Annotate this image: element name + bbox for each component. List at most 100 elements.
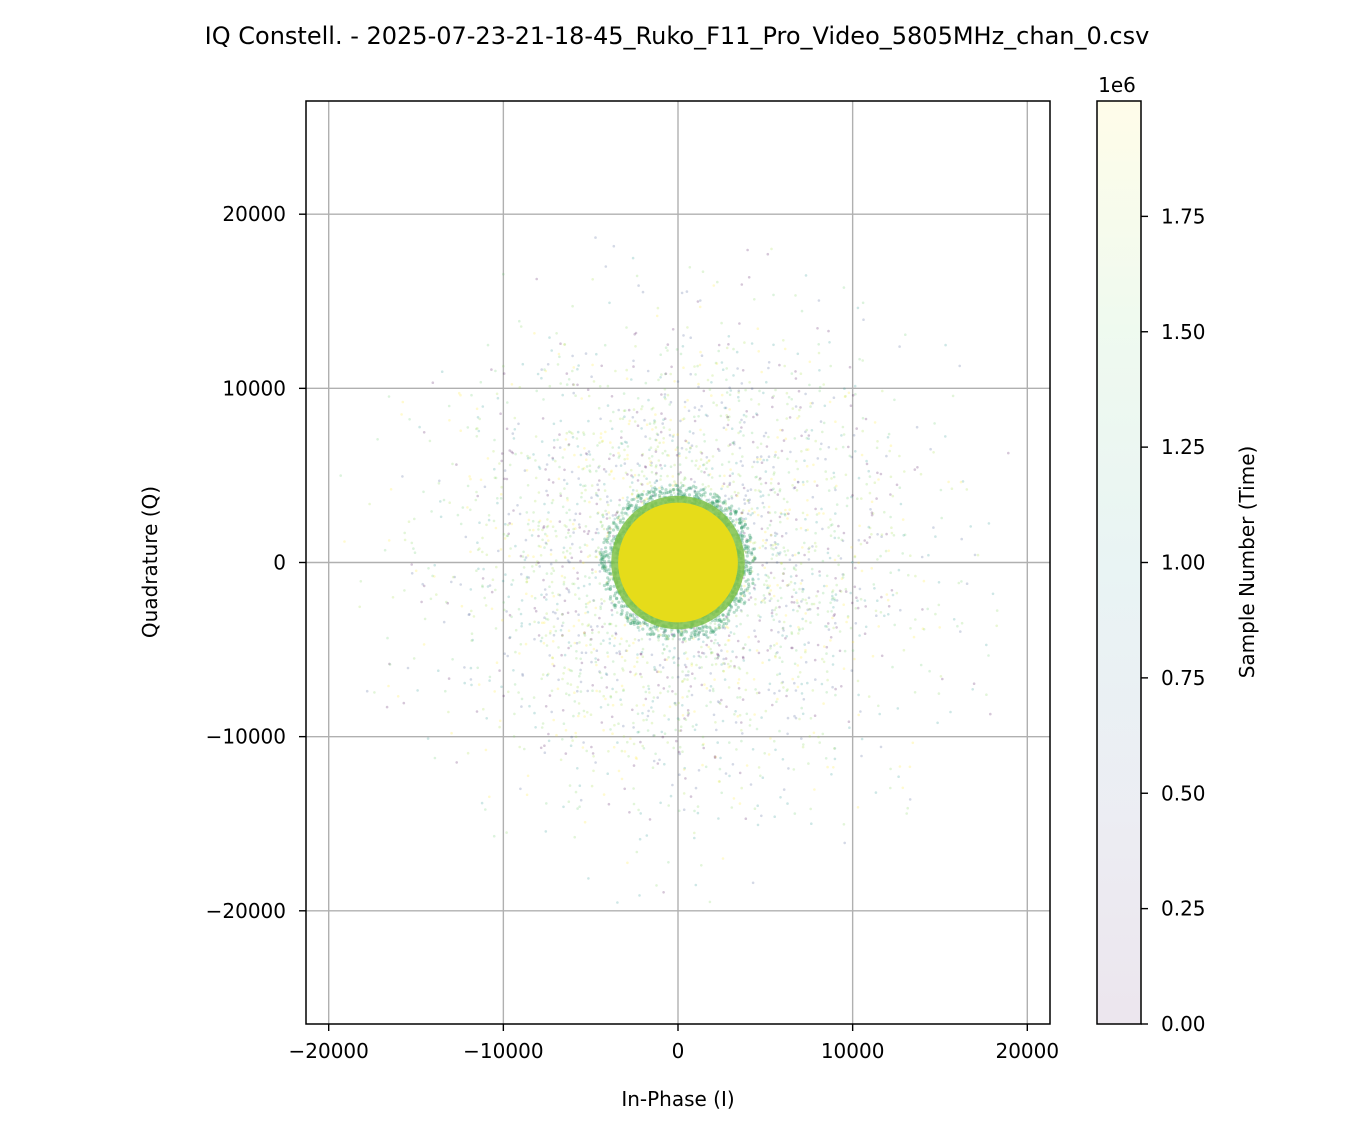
scatter-point (616, 901, 619, 904)
scatter-point (618, 454, 621, 458)
scatter-point (788, 508, 791, 512)
scatter-point (664, 346, 668, 350)
colorbar-label: Sample Number (Time) (1235, 446, 1259, 679)
scatter-point (781, 579, 785, 583)
scatter-point (831, 654, 835, 658)
scatter-point (694, 373, 697, 376)
scatter-point (558, 355, 561, 359)
scatter-point (814, 678, 817, 681)
scatter-point (552, 633, 556, 637)
scatter-point (485, 717, 489, 720)
scatter-point (623, 659, 627, 662)
scatter-point (468, 613, 471, 616)
scatter-point (664, 488, 668, 492)
scatter-point (762, 391, 765, 395)
scatter-point (922, 579, 926, 583)
scatter-point (724, 657, 728, 660)
scatter-point (610, 395, 614, 398)
scatter-point (738, 521, 742, 525)
scatter-point (716, 619, 720, 623)
scatter-point (595, 352, 598, 356)
scatter-point (598, 616, 601, 620)
scatter-point (631, 475, 635, 479)
scatter-point (544, 830, 548, 833)
scatter-point (446, 601, 450, 605)
scatter-point (775, 642, 779, 645)
scatter-point (763, 566, 766, 570)
scatter-point (747, 635, 750, 639)
scatter-point (702, 389, 706, 393)
scatter-point (746, 578, 750, 582)
scatter-point (555, 608, 559, 612)
scatter-point (532, 528, 535, 532)
scatter-point (555, 332, 558, 335)
scatter-point (851, 560, 854, 564)
scatter-point (736, 599, 740, 603)
scatter-point (729, 659, 733, 663)
scatter-point (729, 509, 733, 513)
scatter-point (829, 639, 832, 642)
scatter-point (733, 600, 737, 604)
scatter-point (662, 437, 665, 440)
scatter-point (741, 698, 745, 701)
scatter-point (940, 516, 943, 520)
scatter-point (636, 479, 640, 482)
scatter-point (712, 502, 715, 505)
scatter-point (632, 359, 635, 363)
scatter-point (734, 509, 738, 513)
scatter-point (827, 329, 830, 333)
scatter-point (663, 393, 667, 396)
scatter-point (815, 520, 818, 524)
scatter-point (663, 633, 668, 638)
scatter-point (652, 696, 656, 699)
scatter-point (744, 562, 748, 566)
scatter-point (725, 416, 729, 419)
scatter-point (586, 689, 589, 693)
scatter-point (760, 527, 764, 531)
scatter-point (699, 488, 703, 491)
scatter-point (606, 531, 610, 534)
scatter-point (717, 343, 721, 347)
scatter-point (658, 490, 663, 494)
scatter-point (493, 467, 496, 471)
scatter-point (684, 665, 688, 669)
scatter-point (827, 489, 831, 492)
scatter-point (859, 597, 863, 601)
scatter-point (798, 606, 802, 609)
scatter-point (551, 640, 555, 643)
scatter-point (542, 398, 545, 401)
scatter-point (798, 627, 801, 631)
scatter-point (588, 453, 592, 456)
scatter-point (725, 705, 728, 708)
scatter-point (747, 584, 751, 589)
scatter-point (557, 646, 560, 649)
scatter-point (797, 675, 800, 679)
scatter-point (631, 492, 634, 496)
scatter-point (444, 689, 447, 693)
scatter-point (685, 290, 689, 293)
scatter-point (455, 463, 458, 466)
scatter-point (569, 546, 572, 550)
scatter-point (706, 378, 710, 382)
scatter-point (696, 632, 700, 636)
scatter-point (751, 559, 755, 562)
scatter-point (740, 526, 744, 530)
scatter-point (476, 541, 479, 544)
scatter-point (549, 629, 552, 633)
scatter-point (664, 372, 667, 376)
scatter-point (540, 636, 544, 640)
scatter-point (502, 601, 506, 604)
scatter-point (739, 521, 743, 525)
scatter-point (770, 614, 774, 618)
scatter-point (799, 582, 803, 585)
scatter-point (778, 551, 782, 554)
scatter-point (567, 800, 571, 803)
scatter-point (837, 536, 840, 540)
scatter-point (600, 676, 603, 680)
scatter-point (655, 479, 658, 482)
scatter-point (622, 669, 625, 672)
scatter-point (718, 626, 722, 629)
scatter-point (782, 686, 785, 689)
scatter-point (644, 466, 648, 469)
scatter-point (733, 666, 736, 669)
